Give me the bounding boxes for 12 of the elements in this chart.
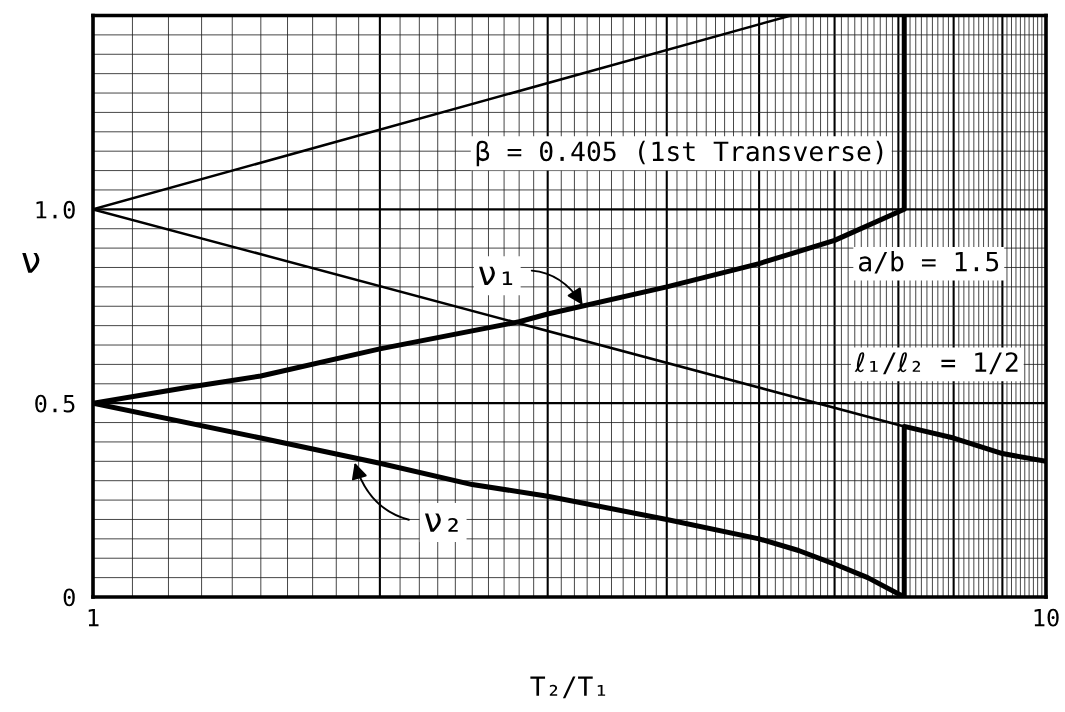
x-axis-title: T₂/T₁	[530, 676, 606, 699]
x-tick-label: 1	[88, 608, 99, 627]
annotation: a/b = 1.5	[859, 251, 999, 274]
y-axis-title: ν	[22, 252, 40, 273]
y-tick-label: 1.0	[36, 200, 75, 219]
annotation: ν₁	[479, 266, 513, 286]
annotation: ℓ₁/ℓ₂ = 1/2	[854, 352, 1018, 375]
y-tick-label: 0.5	[35, 394, 75, 413]
y-tick-label: 0	[63, 588, 75, 607]
x-tick-label: 10	[1034, 608, 1059, 627]
annotation: ν₂	[424, 513, 458, 532]
annotation: β = 0.405 (1st Transverse)	[476, 140, 883, 167]
